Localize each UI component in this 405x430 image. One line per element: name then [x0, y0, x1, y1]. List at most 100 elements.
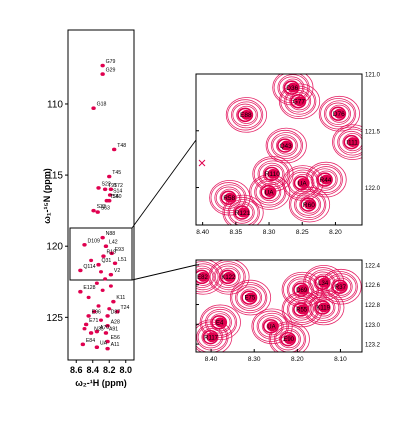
- inset-top-contours: [198, 74, 362, 225]
- main-peak-ua-34: [94, 345, 100, 349]
- main-peak-label-g79-0: G79: [106, 59, 116, 65]
- main-peak-e93-16: [109, 251, 114, 256]
- cross-marker-icon: [198, 159, 206, 167]
- contour-peak-label-e90-11: E90: [283, 337, 294, 343]
- main-peak-label-a91-31: A91: [109, 326, 118, 332]
- main-peak-label-n88-13: N88: [106, 231, 116, 237]
- main-peak-g79-0: [100, 63, 105, 68]
- main-peak-n88-13: [100, 235, 105, 240]
- main-peak-label-a28-28: A28: [111, 319, 120, 325]
- main-zoom-box: [69, 227, 133, 281]
- inset-x-tick-label: 8.10: [334, 356, 347, 363]
- contour-peak-label-l34-3: L34: [318, 281, 329, 287]
- inset-bottom-peak-labels: E82 K122 D69 L34 R37 E75 R55 K119 E4 UA R117 E90: [197, 275, 346, 343]
- contour-peak-q43-5: [265, 127, 307, 164]
- contour-peak-r37-4: [320, 268, 362, 305]
- main-plot-frame: [67, 29, 135, 361]
- contour-peak-label-r121-10: R121: [235, 210, 251, 217]
- main-peak-label-e128-22: E128: [83, 285, 95, 291]
- contour-peak-label-d36-0: D36: [286, 85, 298, 92]
- inset-y-tick-label: 123.2: [365, 343, 381, 349]
- main-x-tick-label: 8.6: [70, 365, 83, 375]
- contour-peak-d76-3: [318, 95, 360, 132]
- main-peak-label-k11-23: K11: [116, 295, 125, 301]
- zoom-connector-lines: [131, 139, 197, 281]
- main-peak-label-t45-4: T45: [112, 170, 121, 176]
- main-peak-a28-28: [105, 324, 110, 328]
- main-peak-s14-8: [107, 193, 113, 197]
- contour-peak-k119-7: [303, 289, 345, 326]
- contour-peak-label-r60-11: R60: [303, 202, 315, 209]
- inset-bottom-x-axis: 8.40 8.30 8.20 8.10: [205, 349, 347, 363]
- main-peak-l51-18: [112, 261, 118, 266]
- main-peak-a70-30: [94, 329, 100, 334]
- contour-peak-label-ua-9: UA: [265, 189, 275, 196]
- contour-peak-ua-12: [282, 165, 324, 201]
- main-peak-label-t48-3: T48: [117, 143, 126, 149]
- contour-peak-label-r37-4: R37: [335, 285, 347, 291]
- main-peak-label-l42-15: L42: [109, 240, 118, 246]
- contour-peak-label-e82-0: E82: [197, 275, 208, 281]
- contour-peak-r60-11: [288, 186, 331, 223]
- inset-y-tick-label: 123.0: [365, 323, 381, 329]
- contour-peak-label-r117-10: R117: [204, 335, 219, 341]
- main-peak-label-a11-35: A11: [111, 342, 120, 348]
- contour-peak-label-k119-7: K119: [316, 306, 330, 312]
- main-peak-e96-25: [86, 314, 91, 318]
- contour-peak-label-d69-2: D69: [296, 288, 308, 294]
- contour-peak-label-i111-4: I111: [346, 139, 358, 146]
- main-peak-label-e96-25: E96: [92, 309, 101, 315]
- main-peak-t45-4: [107, 174, 112, 179]
- main-peak-unlabeled-3: [94, 281, 99, 285]
- contour-peak-label-ua-12: UA: [298, 180, 308, 187]
- main-y-axis: 110 115 120 125: [46, 99, 68, 324]
- main-peak-e56-32: [105, 339, 110, 344]
- contour-peak-k122-1: [208, 260, 250, 295]
- main-peak-label-s14-8: S14: [113, 189, 122, 195]
- main-peak-layer: [78, 63, 120, 351]
- main-x-tick-label: 8.0: [119, 365, 132, 375]
- main-peak-label-e71-27: E71: [89, 318, 98, 324]
- main-peak-r19-17: [101, 254, 106, 258]
- main-peak-t24-24: [115, 309, 120, 314]
- connector-line-bottom: [131, 264, 197, 281]
- contour-peak-r44-7: [305, 161, 347, 198]
- main-y-tick-label: 115: [47, 171, 63, 182]
- inset-y-tick-label: 122.0: [365, 186, 381, 192]
- contour-peak-label-e4-8: E4: [216, 320, 224, 326]
- contour-peak-e4-8: [199, 304, 241, 341]
- inset-y-tick-label: 121.5: [365, 129, 381, 135]
- main-peak-unlabeled-10: [99, 318, 103, 322]
- inset-x-tick-label: 8.25: [296, 229, 309, 236]
- main-peak-label-e84-33: E84: [86, 338, 95, 344]
- contour-peak-r117-10: [196, 319, 233, 352]
- main-peak-t72-7: [108, 187, 114, 192]
- zoom-region-box: [69, 227, 133, 281]
- main-peak-k11-23: [111, 299, 116, 304]
- contour-peak-label-e88-2: E88: [240, 112, 252, 119]
- main-peak-label-a70-30: A70: [100, 325, 109, 331]
- main-peak-unlabeled-2: [103, 277, 108, 281]
- contour-peak-label-k122-1: K122: [221, 275, 236, 281]
- main-peak-d87-26: [105, 314, 110, 318]
- main-peak-label-s22-5: S22: [102, 181, 111, 187]
- main-peak-label-s63-12: S63: [101, 206, 110, 212]
- main-peak-s33-11: [91, 208, 96, 213]
- inset-x-tick-label: 8.30: [263, 229, 276, 236]
- contour-peak-label-r44-7: R44: [320, 177, 332, 184]
- inset-y-tick-label: 121.0: [365, 73, 381, 79]
- main-peak-label-q114-20: Q114: [83, 264, 95, 270]
- inset-y-tick-label: 122.4: [365, 263, 381, 269]
- main-peak-t95-6: [102, 187, 108, 192]
- inset-x-tick-label: 8.20: [291, 356, 304, 363]
- main-peak-e84-33: [80, 342, 86, 347]
- inset-bottom-y-axis: 122.4 122.6 122.8 123.0 123.2: [196, 263, 381, 349]
- inset-bottom-panel: E82 K122 D69 L34 R37 E75 R55 K119 E4 UA R117 E90 12…: [195, 259, 381, 363]
- main-peak-label-d87-26: D87: [111, 309, 121, 315]
- main-peak-unlabeled-4: [100, 288, 105, 293]
- main-peak-e71-27: [83, 322, 89, 327]
- contour-peak-label-ua-9: UA: [267, 324, 275, 330]
- contour-peak-label-e75-5: E75: [245, 296, 256, 302]
